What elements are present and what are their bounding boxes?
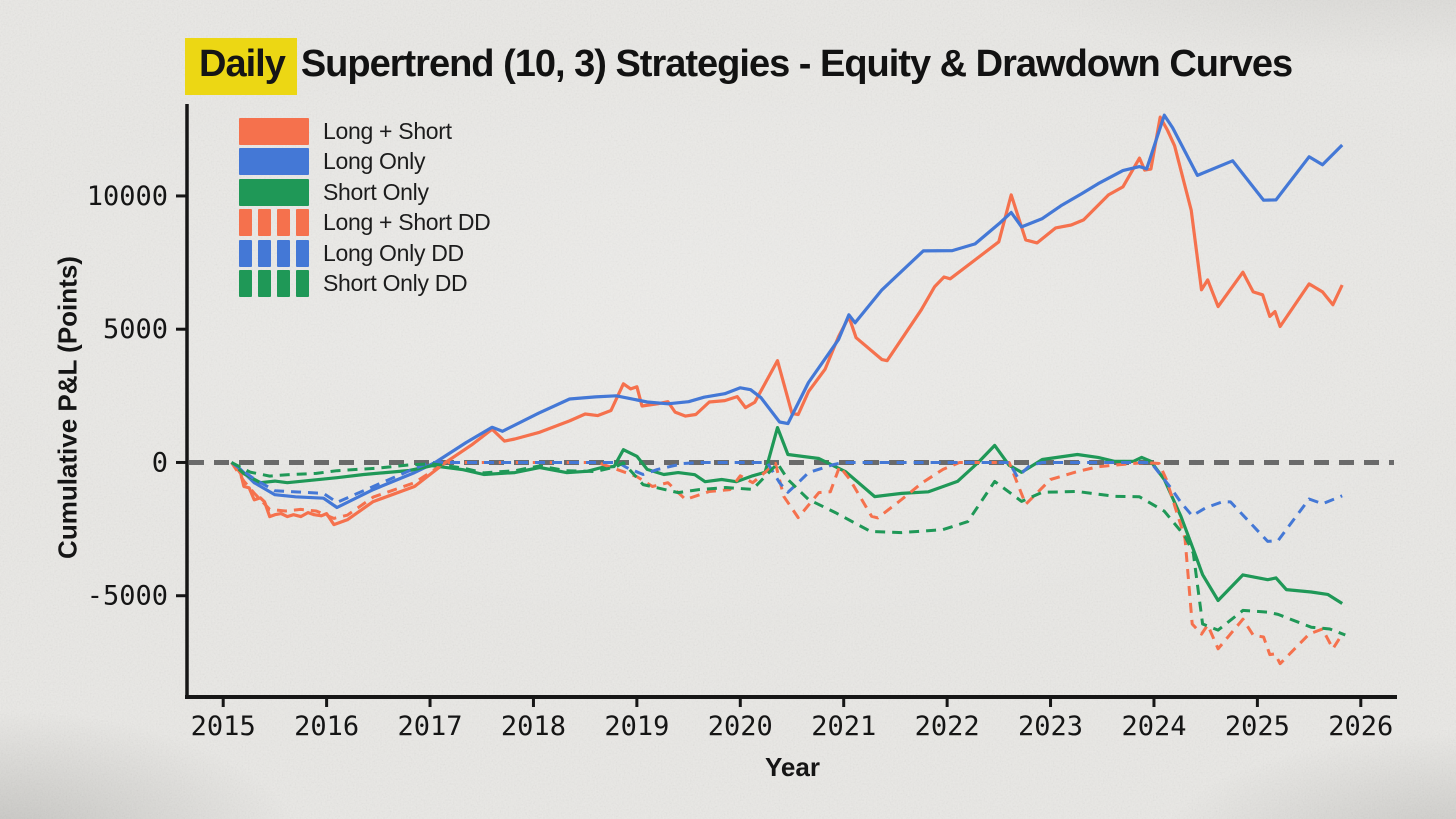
y-tick-label-5000: 5000 — [103, 314, 168, 345]
x-tick-label-2020: 2020 — [708, 711, 773, 742]
legend-item-short-only-dd: Short Only DD — [239, 269, 490, 300]
x-tick-label-2025: 2025 — [1225, 711, 1290, 742]
series-line-short-only — [230, 426, 1344, 605]
legend-label: Short Only DD — [323, 270, 468, 297]
title-highlight: Daily — [185, 38, 297, 95]
x-tick-label-2019: 2019 — [604, 711, 669, 742]
legend-swatch-solid — [239, 178, 309, 206]
y-tick-label-10000: 10000 — [87, 181, 168, 212]
x-tick-label-2015: 2015 — [191, 711, 256, 742]
legend-swatch-solid — [239, 117, 309, 145]
legend-swatch-dashed — [239, 270, 309, 298]
x-tick-label-2024: 2024 — [1121, 711, 1186, 742]
series-line-short-only-dd — [230, 461, 1346, 637]
legend-item-long-short: Long + Short — [239, 116, 490, 147]
x-tick-label-2022: 2022 — [915, 711, 980, 742]
title-rest: Supertrend (10, 3) Strategies - Equity &… — [300, 43, 1293, 85]
legend-item-long-only-dd: Long Only DD — [239, 238, 490, 269]
x-tick-label-2018: 2018 — [501, 711, 566, 742]
page-title: Daily Supertrend (10, 3) Strategies - Equ… — [185, 38, 1293, 95]
legend-swatch-dashed — [239, 209, 309, 237]
x-tick-label-2026: 2026 — [1328, 711, 1393, 742]
legend-item-short-only: Short Only — [239, 177, 490, 208]
legend-label: Short Only — [323, 178, 429, 205]
x-tick-label-2021: 2021 — [811, 711, 876, 742]
x-tick-label-2017: 2017 — [398, 711, 463, 742]
legend-item-long-short-dd: Long + Short DD — [239, 208, 491, 239]
y-tick-label--5000: -5000 — [87, 581, 168, 612]
legend-label: Long Only — [323, 148, 426, 175]
legend-swatch-solid — [239, 148, 309, 176]
x-tick-label-2023: 2023 — [1018, 711, 1083, 742]
legend-label: Long + Short DD — [323, 209, 491, 236]
chart-legend: Long + Short Long Only Short Only Long + Sh… — [239, 116, 491, 300]
legend-item-long-only: Long Only — [239, 147, 490, 178]
legend-label: Long Only DD — [323, 239, 464, 266]
x-axis-label: Year — [765, 752, 820, 782]
legend-label: Long + Short — [323, 117, 452, 144]
x-tick-label-2016: 2016 — [294, 711, 359, 742]
legend-swatch-dashed — [239, 239, 309, 267]
y-tick-label-0: 0 — [152, 447, 168, 478]
y-axis-label: Cumulative P&L (Points) — [52, 256, 83, 559]
